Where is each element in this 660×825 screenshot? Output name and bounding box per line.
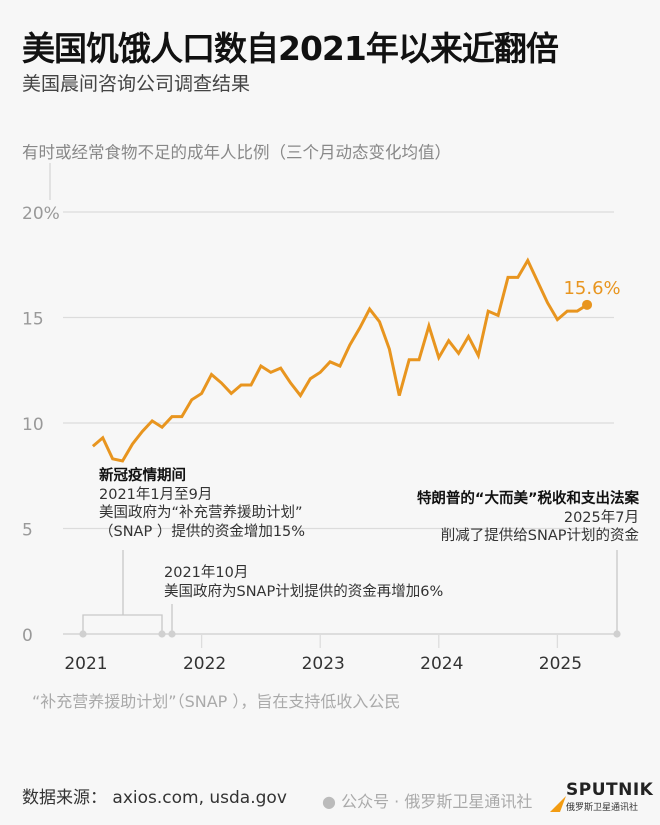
x-tick-label: 2022 xyxy=(183,654,226,674)
y-tick-label: 5 xyxy=(22,521,33,541)
event-marker xyxy=(613,630,621,638)
annotation-line: 2025年7月 xyxy=(563,509,639,526)
logo-text: SPUTNIK xyxy=(566,780,654,800)
annotation-title: 新冠疫情期间 xyxy=(99,468,186,484)
y-axis-label: 有时或经常食物不足的成年人比例（三个月动态变化均值） xyxy=(22,143,451,162)
sputnik-arrow-icon xyxy=(550,796,566,812)
logo-subtext: 俄罗斯卫星通讯社 xyxy=(566,803,639,813)
y-tick-label: 15 xyxy=(22,310,44,330)
annotation-title: 特朗普的“大而美”税收和支出法案 xyxy=(416,491,639,507)
footnote: “补充营养援助计划”（SNAP ），旨在支持低收入公民 xyxy=(32,692,401,711)
data-line xyxy=(91,257,588,463)
y-tick-label: 0 xyxy=(22,626,33,646)
event-marker xyxy=(168,630,176,638)
x-tick-label: 2023 xyxy=(302,654,345,674)
annotation-trump-bill: 特朗普的“大而美”税收和支出法案 2025年7月 削减了提供给SNAP计划的资金 xyxy=(417,490,639,546)
x-tick-label: 2021 xyxy=(64,654,107,674)
watermark-text: 公众号 · 俄罗斯卫星通讯社 xyxy=(341,792,533,811)
chart-subtitle: 美国晨间咨询公司调查结果 xyxy=(22,73,251,95)
annotation-bracket xyxy=(82,614,163,634)
annotation-line: 美国政府为SNAP计划提供的资金再增加6% xyxy=(164,583,444,600)
wechat-icon: ● xyxy=(322,792,336,811)
x-tick-label: 2025 xyxy=(539,654,582,674)
y-tick-label: 10 xyxy=(22,415,44,435)
annotation-covid: 新冠疫情期间 2021年1月至9月 美国政府为“补充营养援助计划” （SNAP … xyxy=(99,467,305,541)
end-point-marker xyxy=(582,299,593,310)
annotation-line: 2021年10月 xyxy=(164,565,249,581)
annotation-line: 2021年1月至9月 xyxy=(99,486,213,503)
x-tick-label: 2024 xyxy=(420,654,463,674)
data-source: 数据来源： axios.com, usda.gov xyxy=(22,788,287,808)
end-value-label: 15.6% xyxy=(563,278,620,299)
watermark: ● 公众号 · 俄罗斯卫星通讯社 xyxy=(322,788,532,812)
annotation-oct-2021: 2021年10月 美国政府为SNAP计划提供的资金再增加6% xyxy=(164,564,443,601)
annotation-line: （SNAP ）提供的资金增加15% xyxy=(99,523,306,540)
annotation-line: 削减了提供给SNAP计划的资金 xyxy=(440,528,639,544)
chart-title: 美国饥饿人口数自2021年以来近翻倍 xyxy=(22,29,559,68)
event-marker xyxy=(79,630,87,638)
sputnik-logo: SPUTNIK 俄罗斯卫星通讯社 xyxy=(566,780,653,813)
annotation-line: 美国政府为“补充营养援助计划” xyxy=(99,505,303,521)
y-tick-label: 20% xyxy=(22,204,60,224)
event-marker xyxy=(158,630,166,638)
